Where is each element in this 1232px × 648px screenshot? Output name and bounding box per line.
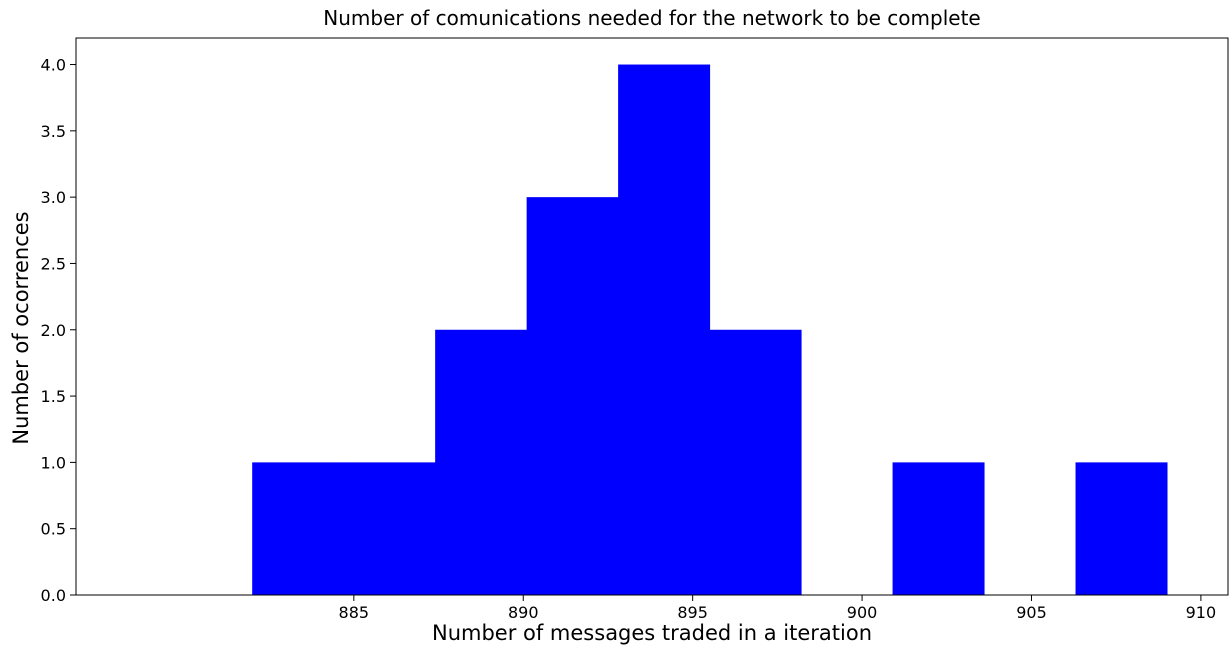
histogram-bar (435, 329, 528, 595)
x-tick-label: 905 (1016, 603, 1047, 622)
y-tick-label: 0.0 (41, 586, 66, 605)
x-tick-label: 885 (339, 603, 370, 622)
y-tick-label: 2.5 (41, 254, 66, 273)
x-tick-label: 900 (847, 603, 878, 622)
y-tick-label: 4.0 (41, 56, 66, 75)
y-tick-label: 1.0 (41, 453, 66, 472)
histogram-bar (252, 462, 345, 595)
histogram-bar (526, 197, 619, 595)
bars-group (252, 64, 1168, 596)
x-axis: 885 890 895 900 905 910 (339, 595, 1217, 622)
chart-title: Number of comunications needed for the n… (323, 6, 980, 30)
histogram-bar (618, 64, 711, 596)
y-axis: 0.0 0.5 1.0 1.5 2.0 2.5 3.0 3.5 4.0 (41, 56, 76, 605)
y-tick-label: 3.5 (41, 122, 66, 141)
y-tick-label: 1.5 (41, 387, 66, 406)
x-tick-label: 890 (508, 603, 539, 622)
y-tick-label: 0.5 (41, 520, 66, 539)
y-tick-label: 3.0 (41, 188, 66, 207)
histogram-bar (343, 462, 436, 595)
histogram-bar (892, 462, 985, 595)
histogram-bar (1075, 462, 1168, 595)
y-axis-label: Number of ocorrences (9, 211, 33, 444)
x-axis-label: Number of messages traded in a iteration (432, 621, 872, 645)
histogram-bar (709, 329, 802, 595)
plot-frame (75, 37, 1229, 596)
y-tick-label: 2.0 (41, 321, 66, 340)
x-tick-label: 910 (1186, 603, 1217, 622)
x-tick-label: 895 (677, 603, 708, 622)
